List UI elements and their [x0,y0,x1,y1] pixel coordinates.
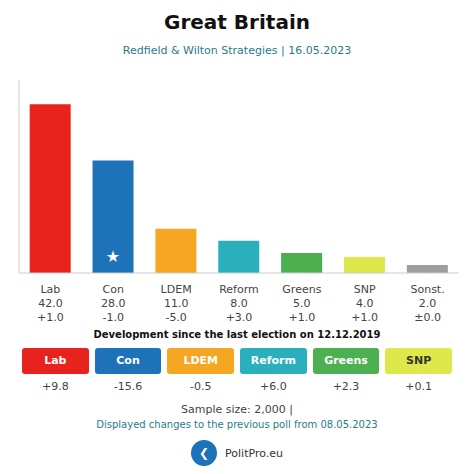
svg-text:5.0: 5.0 [293,297,311,310]
html-text:-15.6: -15.6 [113,380,143,393]
svg-text:4.0: 4.0 [356,297,374,310]
svg-text:★: ★ [106,247,120,266]
svg-text:Sonst.: Sonst. [410,283,444,296]
svg-text:-1.0: -1.0 [103,311,124,324]
svg-text:Lab: Lab [40,283,60,296]
svg-text:SNP: SNP [354,283,376,296]
html-text:SNP: SNP [406,354,432,367]
html-text:PolitPro.eu: PolitPro.eu [225,446,283,460]
html-text:-0.5: -0.5 [189,380,212,393]
svg-text:2.0: 2.0 [419,297,437,310]
html-text:+9.8: +9.8 [42,380,69,393]
html-text:Development since the last ele: Development since the last election on 1… [93,329,381,340]
html-text:LDEM: LDEM [183,354,218,367]
svg-text:+1.0: +1.0 [37,311,64,324]
html-text:Greens: Greens [324,354,368,367]
svg-text:11.0: 11.0 [164,297,189,310]
svg-text:42.0: 42.0 [38,297,63,310]
svg-text:Con: Con [103,283,124,296]
html-text:Reform: Reform [250,354,296,367]
svg-text:+1.0: +1.0 [288,311,315,324]
svg-text:+3.0: +3.0 [226,311,253,324]
svg-text:8.0: 8.0 [230,297,248,310]
svg-text:Greens: Greens [282,283,321,296]
svg-text:±0.0: ±0.0 [414,311,441,324]
html-text:Lab: Lab [44,354,67,367]
svg-text:28.0: 28.0 [101,297,126,310]
html-text:Displayed changes to the previ: Displayed changes to the previous poll f… [96,419,378,430]
svg-text:-5.0: -5.0 [165,311,186,324]
svg-text:+1.0: +1.0 [351,311,378,324]
html-text:+0.1: +0.1 [405,380,432,393]
svg-text:Reform: Reform [219,283,259,296]
html-text:Sample size: 2,000 |: Sample size: 2,000 | [181,403,293,416]
html-text:+6.0: +6.0 [260,380,287,393]
svg-text:LDEM: LDEM [161,283,192,296]
html-text:Con: Con [116,354,140,367]
html-text:Redfield & Wilton Strategies |: Redfield & Wilton Strategies | 16.05.202… [122,44,352,57]
html-text:Great Britain: Great Britain [164,10,310,34]
html-text:+2.3: +2.3 [332,380,360,393]
